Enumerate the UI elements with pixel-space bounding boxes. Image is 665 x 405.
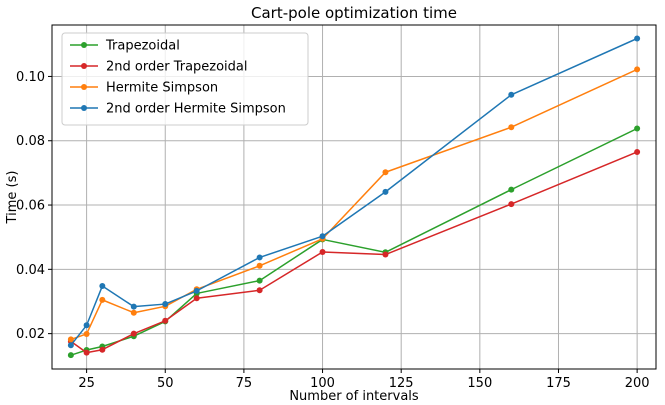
data-point xyxy=(508,91,515,98)
x-tick-label: 175 xyxy=(546,376,571,391)
legend-label: 2nd order Hermite Simpson xyxy=(106,102,286,117)
data-point xyxy=(67,342,74,349)
legend-label: 2nd order Trapezoidal xyxy=(106,60,248,75)
series-line xyxy=(70,127,638,356)
data-point xyxy=(319,233,326,240)
x-tick-label: 125 xyxy=(389,376,414,391)
data-point xyxy=(83,330,90,337)
data-point xyxy=(634,66,641,73)
data-point xyxy=(382,251,389,258)
y-tick-label: 0.08 xyxy=(16,134,45,149)
x-tick-label: 75 xyxy=(236,376,253,391)
legend-marker xyxy=(81,105,87,111)
plot-frame xyxy=(51,24,657,370)
x-axis-label: Number of intervals xyxy=(289,389,419,404)
legend-label: Hermite Simpson xyxy=(106,81,218,96)
data-point xyxy=(508,124,515,131)
data-point xyxy=(162,317,169,324)
data-point xyxy=(382,188,389,195)
data-point xyxy=(634,125,641,132)
data-point xyxy=(162,301,169,308)
legend-marker xyxy=(81,84,87,90)
x-tick-label: 50 xyxy=(157,376,174,391)
data-point xyxy=(256,277,263,284)
data-point xyxy=(130,309,137,316)
axes-layer: 25 50 75 100 125 150 175 200 0.02 0.04 0.06 0.08 0.1… xyxy=(16,24,657,391)
y-tick-label: 0.10 xyxy=(16,70,45,85)
data-point xyxy=(193,295,200,302)
y-axis-label: Time (s) xyxy=(5,171,20,225)
data-point xyxy=(83,349,90,356)
data-point xyxy=(319,248,326,255)
data-point xyxy=(99,283,106,290)
data-point xyxy=(99,346,106,353)
data-point xyxy=(130,330,137,337)
legend-marker xyxy=(81,42,87,48)
data-point xyxy=(634,35,641,42)
legend-label: Trapezoidal xyxy=(105,39,180,54)
data-point xyxy=(508,201,515,208)
y-tick-label: 0.06 xyxy=(16,199,45,214)
data-point xyxy=(99,296,106,303)
series-layer xyxy=(67,35,641,359)
legend: Trapezoidal 2nd order Trapezoidal Hermite … xyxy=(61,32,309,126)
data-point xyxy=(83,322,90,329)
legend-box xyxy=(61,32,309,126)
data-point xyxy=(67,352,74,359)
data-point xyxy=(256,254,263,261)
chart-title: Cart-pole optimization time xyxy=(251,4,457,22)
data-point xyxy=(382,169,389,176)
data-point xyxy=(256,287,263,294)
data-point xyxy=(130,303,137,310)
x-tick-label: 100 xyxy=(310,376,335,391)
data-point xyxy=(508,186,515,193)
data-point xyxy=(193,287,200,294)
x-tick-label: 150 xyxy=(467,376,492,391)
x-tick-label: 200 xyxy=(625,376,650,391)
y-tick-label: 0.04 xyxy=(16,263,45,278)
x-tick-label: 25 xyxy=(78,376,95,391)
y-tick-label: 0.02 xyxy=(16,327,45,342)
legend-marker xyxy=(81,63,87,69)
series-line xyxy=(70,151,638,354)
data-point xyxy=(67,336,74,343)
data-point xyxy=(256,262,263,269)
data-point xyxy=(634,148,641,155)
grid-layer xyxy=(52,25,656,369)
